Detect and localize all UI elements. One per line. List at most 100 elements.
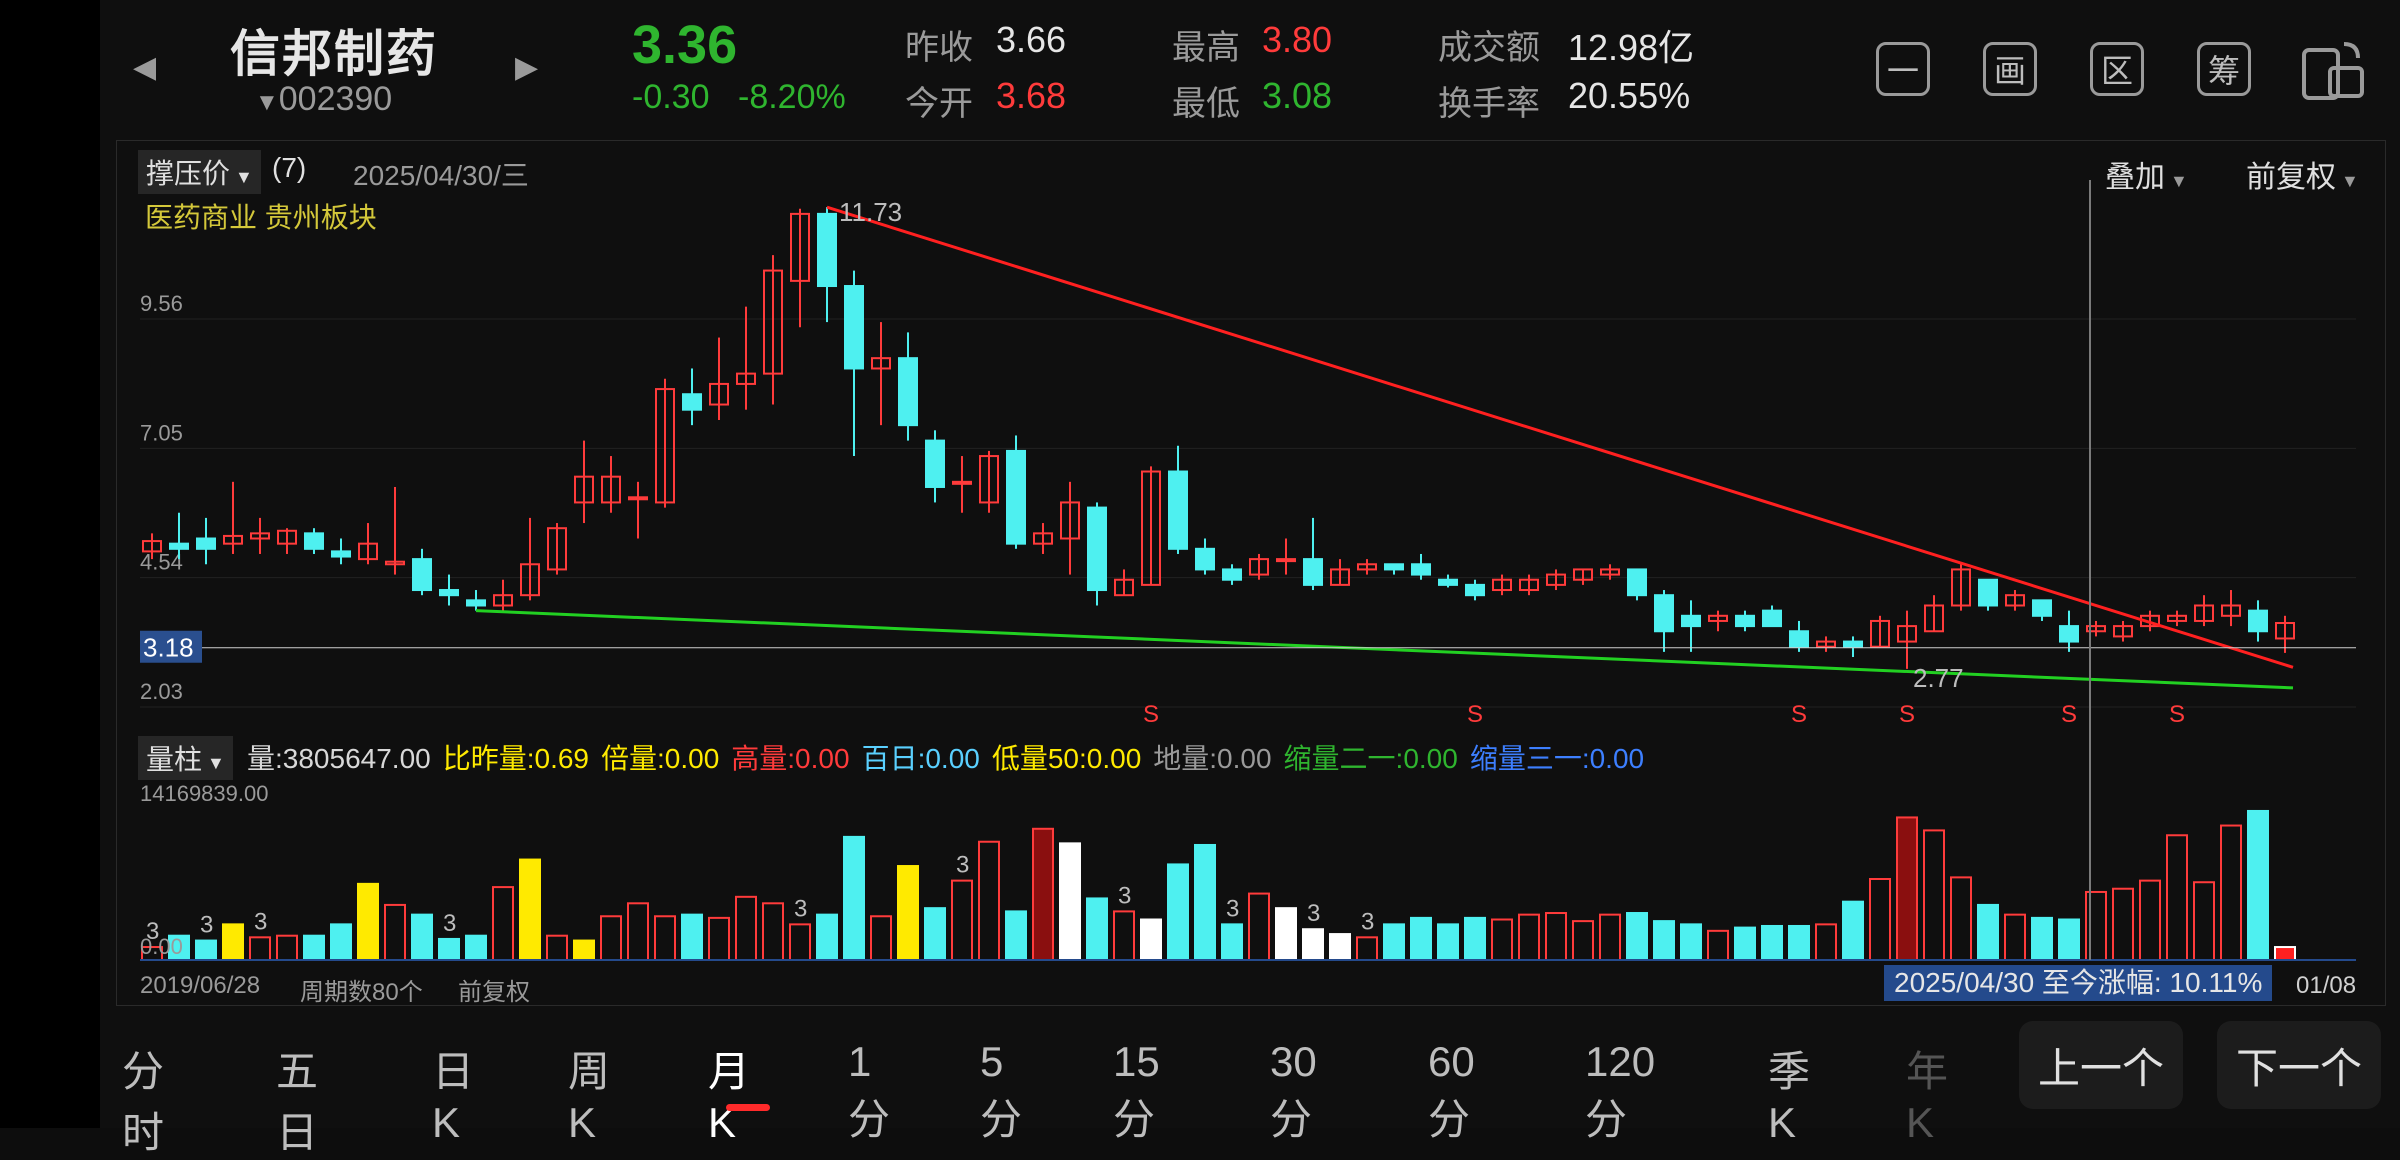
volume-bar: [411, 913, 433, 962]
candle-body: [223, 534, 243, 545]
s-marker: S: [1791, 701, 1807, 728]
candle-body: [1060, 501, 1080, 540]
volume-bar: [951, 879, 973, 961]
volume-metric: 比昨量:0.69: [442, 743, 589, 774]
y-axis-label: 2.03: [140, 679, 183, 704]
tool-button-draw[interactable]: 画: [1983, 42, 2037, 96]
low-value: 3.08: [1262, 75, 1333, 116]
candle-body: [925, 439, 945, 488]
volume-bar: [2220, 824, 2242, 961]
volume-bar: [2112, 887, 2134, 961]
candle-body: [412, 558, 432, 592]
volume-bar: [1140, 918, 1162, 961]
high-label: 最高: [1172, 29, 1240, 67]
left-edge: [0, 0, 100, 1128]
turnover-label: 换手率: [1438, 85, 1540, 123]
tab-30分[interactable]: 30分: [1270, 1038, 1317, 1143]
tab-1分[interactable]: 1分: [848, 1038, 891, 1143]
prev-stock-arrow-icon[interactable]: ◀: [133, 51, 157, 84]
volume-mark: 3: [794, 895, 807, 922]
overlay-dropdown[interactable]: 叠加 ▼: [2105, 152, 2188, 196]
tab-月K[interactable]: 月K: [708, 1048, 751, 1146]
candle-body: [2005, 594, 2025, 607]
stock-code-dropdown[interactable]: ▼002390: [255, 80, 392, 119]
volume-bar: [2247, 809, 2269, 962]
indicator-dropdown[interactable]: 撑压价 ▼: [138, 150, 261, 194]
volume-bar: [1923, 829, 1945, 962]
volume-bar: [1383, 923, 1405, 961]
volume-bar: [1113, 910, 1135, 962]
sector-label: 医药商业 贵州板块: [145, 202, 377, 233]
volume-bar: [1788, 924, 1810, 961]
volume-bar: [2193, 881, 2215, 961]
volume-mark: 3: [146, 918, 159, 945]
tool-button-chips[interactable]: 筹: [2197, 42, 2251, 96]
tab-5分[interactable]: 5分: [980, 1038, 1023, 1143]
open-label: 今开: [905, 85, 973, 123]
candle-body: [1438, 578, 1458, 586]
tab-日K[interactable]: 日K: [432, 1048, 475, 1146]
tool-button-line[interactable]: 一: [1876, 42, 1930, 96]
candle-body: [1762, 609, 1782, 628]
high-price-label: 11.73: [839, 197, 902, 227]
candle-body: [493, 594, 513, 607]
tab-周K[interactable]: 周K: [568, 1048, 611, 1146]
volume-metric: 高量:0.00: [731, 743, 850, 774]
next-stock-button[interactable]: 下一个: [2217, 1021, 2381, 1109]
volume-bar: [357, 882, 379, 961]
candle-body: [1573, 568, 1593, 581]
volume-bar: [303, 934, 325, 962]
volume-mark: 3: [956, 852, 969, 879]
lower-trendline: [475, 609, 2294, 690]
volume-bar: [1437, 923, 1459, 961]
candle-body: [304, 532, 324, 550]
volume-bar: [1167, 863, 1189, 961]
tab-五日[interactable]: 五日: [276, 1048, 319, 1156]
volume-bar: [276, 934, 298, 962]
candle-body: [520, 563, 540, 597]
tab-季K[interactable]: 季K: [1768, 1048, 1811, 1146]
candle-body: [655, 388, 675, 504]
tab-分时[interactable]: 分时: [122, 1048, 165, 1156]
volume-bar: [1518, 913, 1540, 962]
volume-bar: [384, 903, 406, 961]
tab-60分[interactable]: 60分: [1428, 1038, 1475, 1143]
candle-body: [1114, 578, 1134, 597]
volume-bar: [1653, 920, 1675, 961]
volume-bar: [1086, 897, 1108, 962]
tab-15分[interactable]: 15分: [1113, 1038, 1160, 1143]
candle-body: [1330, 568, 1350, 586]
rotate-screen-icon[interactable]: [2300, 38, 2366, 107]
volume-bar: [1626, 912, 1648, 962]
candle-body: [1627, 568, 1647, 597]
candle-body: [1249, 558, 1269, 576]
candle-body: [547, 527, 567, 571]
candle-body: [1222, 568, 1242, 581]
prev-stock-button[interactable]: 上一个: [2019, 1021, 2183, 1109]
candle-body: [2275, 622, 2295, 640]
volume-indicator-dropdown[interactable]: 量柱 ▼: [138, 736, 233, 780]
price-change: -0.30: [632, 78, 710, 116]
volume-mark: 3: [1361, 908, 1374, 935]
volume-mark: 3: [1118, 882, 1131, 909]
volume-bar: [1005, 910, 1027, 962]
next-stock-arrow-icon[interactable]: ▶: [515, 51, 539, 84]
volume-bar: [1248, 892, 1270, 962]
adjust-dropdown[interactable]: 前复权 ▼: [2246, 152, 2359, 196]
volume-bar: [627, 902, 649, 961]
candle-body: [1951, 568, 1971, 607]
tab-年K[interactable]: 年K: [1906, 1048, 1949, 1146]
volume-bar: [222, 923, 244, 961]
volume-bar: [1275, 907, 1297, 961]
tool-button-range[interactable]: 区: [2090, 42, 2144, 96]
adjust-label: 前复权: [2246, 161, 2336, 194]
candle-body: [1708, 614, 1728, 622]
candle-body: [2194, 604, 2214, 622]
stock-code: 002390: [278, 80, 393, 118]
tab-120分[interactable]: 120分: [1585, 1038, 1656, 1143]
volume-bar: [1599, 913, 1621, 962]
volume-metric: 缩量二一:0.00: [1283, 743, 1458, 774]
chevron-down-icon: ▼: [2165, 171, 2188, 191]
volume-bar: [1680, 923, 1702, 961]
